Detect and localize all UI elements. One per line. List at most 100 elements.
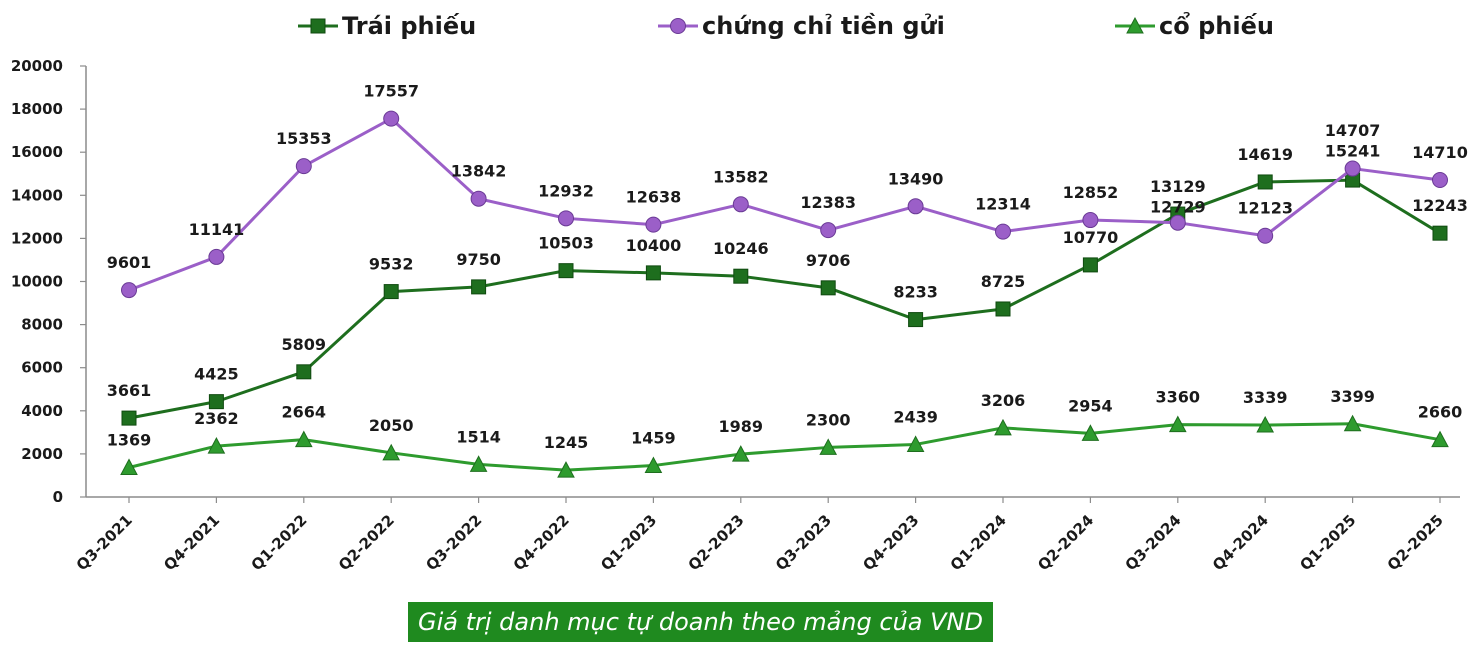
legend-item: cổ phiếu (1115, 10, 1274, 40)
data-label: 12243 (1412, 196, 1468, 215)
data-label: 13582 (713, 167, 769, 186)
data-point (295, 158, 312, 175)
data-label: 15353 (276, 129, 332, 148)
data-label: 1245 (544, 433, 589, 452)
legend-item: chứng chỉ tiền gửi (658, 12, 945, 40)
series-line (128, 178, 1441, 420)
y-tick-label: 8000 (21, 316, 63, 334)
data-label: 13129 (1150, 177, 1206, 196)
data-label: 2954 (1068, 396, 1113, 415)
y-tick-label: 12000 (11, 229, 63, 247)
data-point (644, 456, 663, 474)
chart-caption: Giá trị danh mục tự doanh theo mảng của … (408, 602, 993, 642)
legend-item: Trái phiếu (298, 12, 476, 40)
y-tick-label: 14000 (11, 186, 63, 204)
data-point (1082, 212, 1099, 229)
x-tick-label: Q3-2024 (1122, 511, 1185, 574)
data-label: 2664 (282, 403, 327, 422)
data-label: 12123 (1237, 199, 1293, 218)
data-label: 15241 (1325, 142, 1381, 161)
data-label: 1514 (456, 427, 501, 446)
data-label: 9750 (456, 250, 501, 269)
x-tick-label: Q2-2024 (1034, 511, 1097, 574)
series-lines (120, 110, 1449, 478)
y-tick-label: 10000 (11, 273, 63, 291)
data-point (820, 280, 836, 296)
data-point (908, 312, 924, 328)
legend-marker (310, 18, 326, 34)
data-point (382, 443, 401, 461)
data-label: 4425 (194, 365, 239, 384)
data-label: 10400 (626, 236, 682, 255)
data-point (645, 216, 662, 233)
data-label: 14707 (1325, 121, 1381, 140)
data-label: 3399 (1330, 387, 1375, 406)
data-label: 3206 (981, 391, 1026, 410)
data-point (1169, 214, 1186, 231)
x-tick-label: Q3-2021 (73, 511, 136, 574)
data-point (1257, 174, 1273, 190)
data-label: 12932 (538, 181, 594, 200)
data-point (1344, 160, 1361, 177)
data-label: 10246 (713, 239, 769, 258)
chart: Trái phiếu chứng chỉ tiền gửi cổ phiếu 0 20… (11, 10, 1468, 574)
data-label: 9706 (806, 251, 851, 270)
data-label: 8233 (893, 283, 938, 302)
x-tick-label: Q2-2023 (685, 511, 748, 574)
data-point (1168, 415, 1187, 433)
data-label: 3339 (1243, 388, 1288, 407)
series-line (128, 117, 1441, 292)
data-point (995, 223, 1011, 240)
data-point (1431, 430, 1449, 448)
x-tick-label: Q2-2022 (335, 511, 398, 574)
data-label: 14619 (1237, 145, 1293, 164)
y-tick-label: 6000 (21, 359, 63, 377)
x-tick-label: Q2-2025 (1384, 511, 1447, 574)
x-tick-label: Q3-2022 (422, 511, 485, 574)
data-point (294, 430, 313, 448)
data-point (470, 190, 487, 207)
data-label: 10770 (1063, 228, 1119, 247)
axes: 0 2000 4000 6000 8000 10000 12000 14000 16000 180… (11, 57, 1460, 574)
data-label: 8725 (981, 272, 1026, 291)
legend-label: chứng chỉ tiền gửi (702, 12, 945, 40)
data-label: 3360 (1156, 388, 1201, 407)
data-point (469, 455, 488, 472)
data-point (731, 445, 750, 462)
x-tick-label: Q1-2022 (248, 511, 311, 574)
data-label: 5809 (282, 335, 327, 354)
data-label: 2050 (369, 416, 414, 435)
data-point (296, 364, 312, 380)
data-point (994, 418, 1012, 436)
data-point (732, 196, 749, 213)
data-label: 2362 (194, 409, 239, 428)
data-point (557, 461, 575, 478)
data-point (120, 458, 138, 475)
y-tick-label: 0 (53, 488, 63, 506)
data-label: 1989 (719, 417, 764, 436)
data-point (819, 438, 838, 455)
data-point (1257, 227, 1274, 244)
data-point (733, 268, 749, 284)
data-point (471, 279, 487, 295)
data-point (1081, 424, 1100, 441)
data-label: 14710 (1412, 143, 1468, 162)
data-point (558, 210, 574, 227)
data-label: 9532 (369, 255, 414, 274)
data-label: 17557 (363, 82, 419, 101)
data-labels: 3661 4425 5809 9532 9750 10503 10400 10246 9706 8… (107, 82, 1468, 453)
data-label: 12314 (975, 195, 1031, 214)
data-point (1432, 171, 1448, 188)
data-label: 12729 (1150, 198, 1206, 217)
data-point (1343, 414, 1362, 432)
data-point (121, 282, 137, 299)
data-point (208, 248, 225, 265)
data-label: 2660 (1418, 403, 1463, 422)
data-point (1256, 415, 1275, 433)
legend-marker (1126, 16, 1144, 34)
data-point (645, 265, 661, 281)
data-point (820, 222, 837, 239)
x-tick-label: Q3-2023 (772, 511, 835, 574)
data-label: 9601 (107, 253, 152, 272)
data-label: 2439 (893, 407, 938, 426)
